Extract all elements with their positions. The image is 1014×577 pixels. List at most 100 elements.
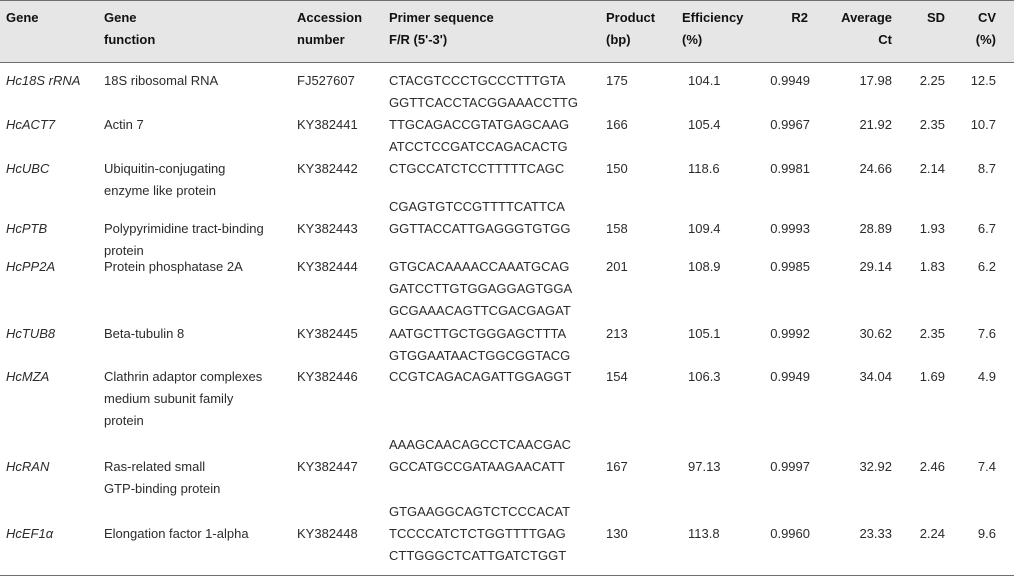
average-ct-value: 23.33	[859, 526, 892, 541]
average-ct-value: 17.98	[859, 73, 892, 88]
table-header-band	[0, 0, 1014, 62]
product-size: 167	[606, 459, 628, 474]
primer-sequence: GTGAAGGCAGTCTCCCACAT	[389, 504, 571, 519]
product-size: 130	[606, 526, 628, 541]
primer-sequence: CTGCCATCTCCTTTTTCAGC	[389, 161, 565, 176]
gene-symbol: HcEF1α	[6, 526, 54, 541]
gene-symbol: HcMZA	[6, 369, 50, 384]
efficiency-value: 97.13	[688, 459, 721, 474]
primer-sequence: GGTTACCATTGAGGGTGTGG	[389, 221, 571, 236]
header-product: Product (bp)	[606, 7, 655, 51]
product-size: 154	[606, 369, 628, 384]
product-size: 213	[606, 326, 628, 341]
efficiency-value: 104.1	[688, 73, 721, 88]
efficiency-value: 105.4	[688, 117, 721, 132]
gene-symbol: HcTUB8	[6, 326, 56, 341]
header-average-ct-line1: Average	[841, 10, 892, 25]
gene-function: Protein phosphatase 2A	[104, 259, 243, 274]
header-function-line2: function	[104, 32, 156, 47]
accession-number: FJ527607	[297, 73, 355, 88]
r2-value: 0.9992	[770, 326, 810, 341]
gene-function: 18S ribosomal RNA	[104, 73, 219, 88]
header-efficiency: Efficiency (%)	[682, 7, 743, 51]
average-ct-value: 32.92	[859, 459, 892, 474]
gene-function: Elongation factor 1-alpha	[104, 526, 249, 541]
accession-number: KY382441	[297, 117, 358, 132]
gene-function: Beta-tubulin 8	[104, 326, 185, 341]
r2-value: 0.9993	[770, 221, 810, 236]
r2-value: 0.9949	[770, 73, 810, 88]
average-ct-value: 34.04	[859, 369, 892, 384]
primer-sequence: GCCATGCCGATAAGAACATT	[389, 459, 565, 474]
header-accession: Accession number	[297, 7, 362, 51]
gene-function: Actin 7	[104, 117, 144, 132]
table-bottom-rule	[0, 575, 1014, 576]
gene-symbol: HcUBC	[6, 161, 50, 176]
efficiency-value: 105.1	[688, 326, 721, 341]
accession-number: KY382446	[297, 369, 358, 384]
accession-number: KY382442	[297, 161, 358, 176]
efficiency-value: 106.3	[688, 369, 721, 384]
header-function: Gene function	[104, 7, 155, 51]
header-gene: Gene	[6, 10, 39, 25]
primer-sequence: GTGGAATAACTGGCGGTACG	[389, 348, 571, 363]
gene-function: Ras-related small GTP-binding protein	[104, 459, 221, 496]
primer-sequence: GGTTCACCTACGGAAACCTTG	[389, 95, 578, 110]
cv-value: 8.7	[977, 161, 996, 176]
gene-symbol: HcACT7	[6, 117, 56, 132]
efficiency-value: 118.6	[688, 161, 720, 176]
primer-sequence: GCGAAACAGTTCGACGAGAT	[389, 303, 571, 318]
accession-number: KY382443	[297, 221, 358, 236]
r2-value: 0.9997	[770, 459, 810, 474]
gene-function: Clathrin adaptor complexes medium subuni…	[104, 369, 263, 428]
gene-symbol: HcRAN	[6, 459, 50, 474]
gene-function: Polypyrimidine tract-binding protein	[104, 221, 264, 258]
efficiency-value: 113.8	[688, 526, 720, 541]
header-function-line1: Gene	[104, 10, 137, 25]
primer-sequence: CCGTCAGACAGATTGGAGGT	[389, 369, 572, 384]
cv-value: 10.7	[970, 117, 996, 132]
primer-sequence: AAAGCAACAGCCTCAACGAC	[389, 437, 572, 452]
average-ct-value: 24.66	[859, 161, 892, 176]
header-average-ct-line2: Ct	[878, 32, 892, 47]
efficiency-value: 109.4	[688, 221, 721, 236]
r2-value: 0.9960	[770, 526, 810, 541]
cv-value: 9.6	[977, 526, 996, 541]
primer-sequence: GATCCTTGTGGAGGAGTGGA	[389, 281, 573, 296]
accession-number: KY382445	[297, 326, 358, 341]
accession-number: KY382447	[297, 459, 358, 474]
header-cv-line1: CV	[977, 10, 996, 25]
accession-number: KY382444	[297, 259, 358, 274]
average-ct-value: 21.92	[859, 117, 892, 132]
cv-value: 7.4	[977, 459, 996, 474]
sd-value: 2.24	[919, 526, 945, 541]
accession-number: KY382448	[297, 526, 358, 541]
r2-value: 0.9985	[770, 259, 810, 274]
product-size: 175	[606, 73, 628, 88]
cv-value: 6.7	[977, 221, 996, 236]
sd-value: 2.35	[919, 117, 945, 132]
primer-sequence: ATCCTCCGATCCAGACACTG	[389, 139, 568, 154]
r2-value: 0.9967	[770, 117, 810, 132]
primer-sequence: GTGCACAAAACCAAATGCAG	[389, 259, 570, 274]
sd-value: 2.46	[919, 459, 945, 474]
primer-sequence: CGAGTGTCCGTTTTCATTCA	[389, 199, 565, 214]
cv-value: 6.2	[977, 259, 996, 274]
primer-sequence: TTGCAGACCGTATGAGCAAG	[389, 117, 570, 132]
sd-value: 1.83	[919, 259, 945, 274]
header-cv: CV (%)	[960, 7, 996, 51]
primer-sequence: TCCCCATCTCTGGTTTTGAG	[389, 526, 566, 541]
header-efficiency-line1: Efficiency	[682, 10, 744, 25]
sd-value: 2.14	[919, 161, 945, 176]
table-top-rule	[0, 0, 1014, 1]
product-size: 166	[606, 117, 628, 132]
cv-value: 7.6	[977, 326, 996, 341]
header-primer-line1: Primer sequence	[389, 10, 494, 25]
gene-symbol: Hc18S rRNA	[6, 73, 81, 88]
header-primer-line2: F/R (5'-3')	[389, 32, 448, 47]
header-product-line2: (bp)	[606, 32, 631, 47]
average-ct-value: 29.14	[859, 259, 892, 274]
header-accession-line1: Accession	[297, 10, 363, 25]
product-size: 201	[606, 259, 628, 274]
sd-value: 2.35	[919, 326, 945, 341]
